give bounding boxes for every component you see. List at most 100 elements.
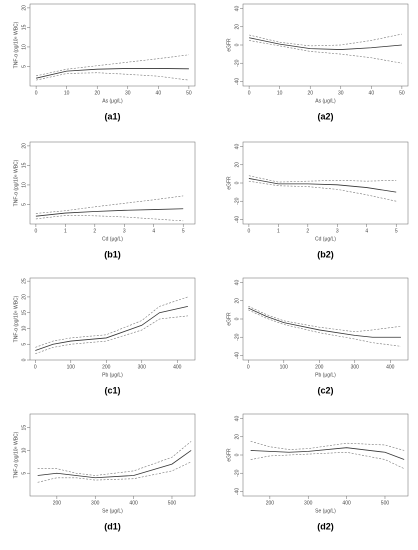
confidence-band [36, 54, 189, 77]
x-tick-label: 5 [182, 228, 185, 234]
confidence-band [248, 180, 397, 202]
y-tick-label: 0 [234, 317, 240, 320]
y-tick-label: 5 [21, 203, 27, 206]
y-tick-label: 0 [234, 181, 240, 184]
x-tick-label: 1 [277, 228, 280, 234]
x-tick-label: 300 [91, 500, 100, 506]
confidence-band [35, 215, 184, 222]
y-tick-label: 40 [234, 280, 240, 286]
y-axis-label: eGFR [226, 312, 232, 326]
panel-label: (c2) [317, 385, 333, 395]
fit-line [249, 37, 402, 50]
x-tick-label: 400 [386, 364, 395, 370]
y-tick-label: 40 [234, 144, 240, 150]
x-tick-label: 300 [351, 364, 360, 370]
x-tick-label: 300 [138, 364, 147, 370]
plot-frame [29, 277, 196, 361]
y-tick-label: 5 [21, 472, 27, 475]
x-tick-label: 10 [277, 90, 283, 96]
x-axis-label: Cd (μg/L) [102, 236, 123, 242]
y-tick-label: 20 [234, 298, 240, 304]
x-tick-label: 300 [304, 500, 313, 506]
x-tick-label: 0 [247, 364, 250, 370]
x-tick-label: 50 [186, 90, 192, 96]
y-tick-label: 20 [234, 162, 240, 168]
y-tick-label: 15 [21, 162, 27, 168]
x-tick-label: 20 [307, 90, 313, 96]
fit-line [35, 305, 188, 351]
x-tick-label: 4 [152, 228, 155, 234]
y-tick-label: 25 [21, 278, 27, 284]
y-axis-label: TNF-α (pg/10⁶ WBC) [13, 159, 19, 206]
x-tick-label: 3 [123, 228, 126, 234]
x-tick-label: 100 [280, 364, 289, 370]
y-tick-label: 0 [21, 358, 27, 361]
y-axis-label: eGFR [226, 176, 232, 190]
fit-line [248, 307, 401, 338]
confidence-band [249, 40, 402, 64]
x-axis-label: Se (μg/L) [102, 508, 123, 514]
x-tick-label: 500 [168, 500, 177, 506]
x-tick-label: 5 [395, 228, 398, 234]
x-axis-label: Cd (μg/L) [315, 236, 336, 242]
confidence-band [248, 309, 401, 347]
fit-line [36, 68, 189, 79]
y-tick-label: 40 [234, 6, 240, 12]
y-axis-label: TNF-α (pg/10⁶ WBC) [13, 295, 19, 342]
y-tick-label: 10 [21, 182, 27, 188]
confidence-band [248, 175, 397, 183]
x-tick-label: 0 [248, 90, 251, 96]
x-tick-label: 0 [248, 228, 251, 234]
y-tick-label: 5 [21, 65, 27, 68]
panel-label: (b2) [317, 249, 334, 259]
panel-label: (d2) [317, 521, 334, 531]
x-tick-label: 200 [53, 500, 62, 506]
x-tick-label: 200 [266, 500, 275, 506]
x-tick-label: 40 [156, 90, 162, 96]
plot-frame [29, 413, 196, 497]
plot-frame [29, 141, 196, 225]
x-axis-label: As (μg/L) [102, 98, 123, 104]
fit-line [37, 450, 192, 479]
x-tick-label: 10 [64, 90, 70, 96]
confidence-band [35, 315, 188, 354]
y-tick-label: -20 [234, 469, 240, 476]
x-tick-label: 20 [94, 90, 100, 96]
x-tick-label: 400 [173, 364, 182, 370]
x-tick-label: 2 [93, 228, 96, 234]
y-tick-label: -20 [234, 59, 240, 66]
y-tick-label: 15 [21, 425, 27, 431]
panel-label: (d1) [104, 521, 121, 531]
y-tick-label: 20 [234, 24, 240, 30]
confidence-band [35, 195, 184, 214]
confidence-band [248, 305, 401, 333]
x-tick-label: 1 [64, 228, 67, 234]
plot-frame [242, 141, 409, 225]
x-tick-label: 4 [365, 228, 368, 234]
y-tick-label: 10 [21, 325, 27, 331]
panel-label: (a2) [317, 111, 333, 121]
x-tick-label: 200 [102, 364, 111, 370]
y-tick-label: -40 [234, 78, 240, 85]
x-tick-label: 50 [399, 90, 405, 96]
x-tick-label: 400 [342, 500, 351, 506]
confidence-band [35, 296, 188, 348]
y-tick-label: -40 [234, 488, 240, 495]
y-tick-label: -40 [234, 352, 240, 359]
y-axis-label: TNF-α (pg/10⁶ WBC) [13, 431, 19, 478]
y-tick-label: 0 [234, 453, 240, 456]
confidence-band [250, 441, 405, 451]
y-tick-label: 0 [234, 43, 240, 46]
confidence-band [249, 33, 402, 47]
confidence-band [250, 451, 405, 469]
panel-label: (c1) [104, 385, 120, 395]
plot-frame [242, 3, 409, 87]
fit-line [248, 178, 397, 193]
x-tick-label: 40 [369, 90, 375, 96]
y-tick-label: 10 [21, 447, 27, 453]
x-tick-label: 200 [315, 364, 324, 370]
y-tick-label: 20 [21, 143, 27, 149]
y-tick-label: 40 [234, 416, 240, 422]
x-tick-label: 0 [35, 90, 38, 96]
